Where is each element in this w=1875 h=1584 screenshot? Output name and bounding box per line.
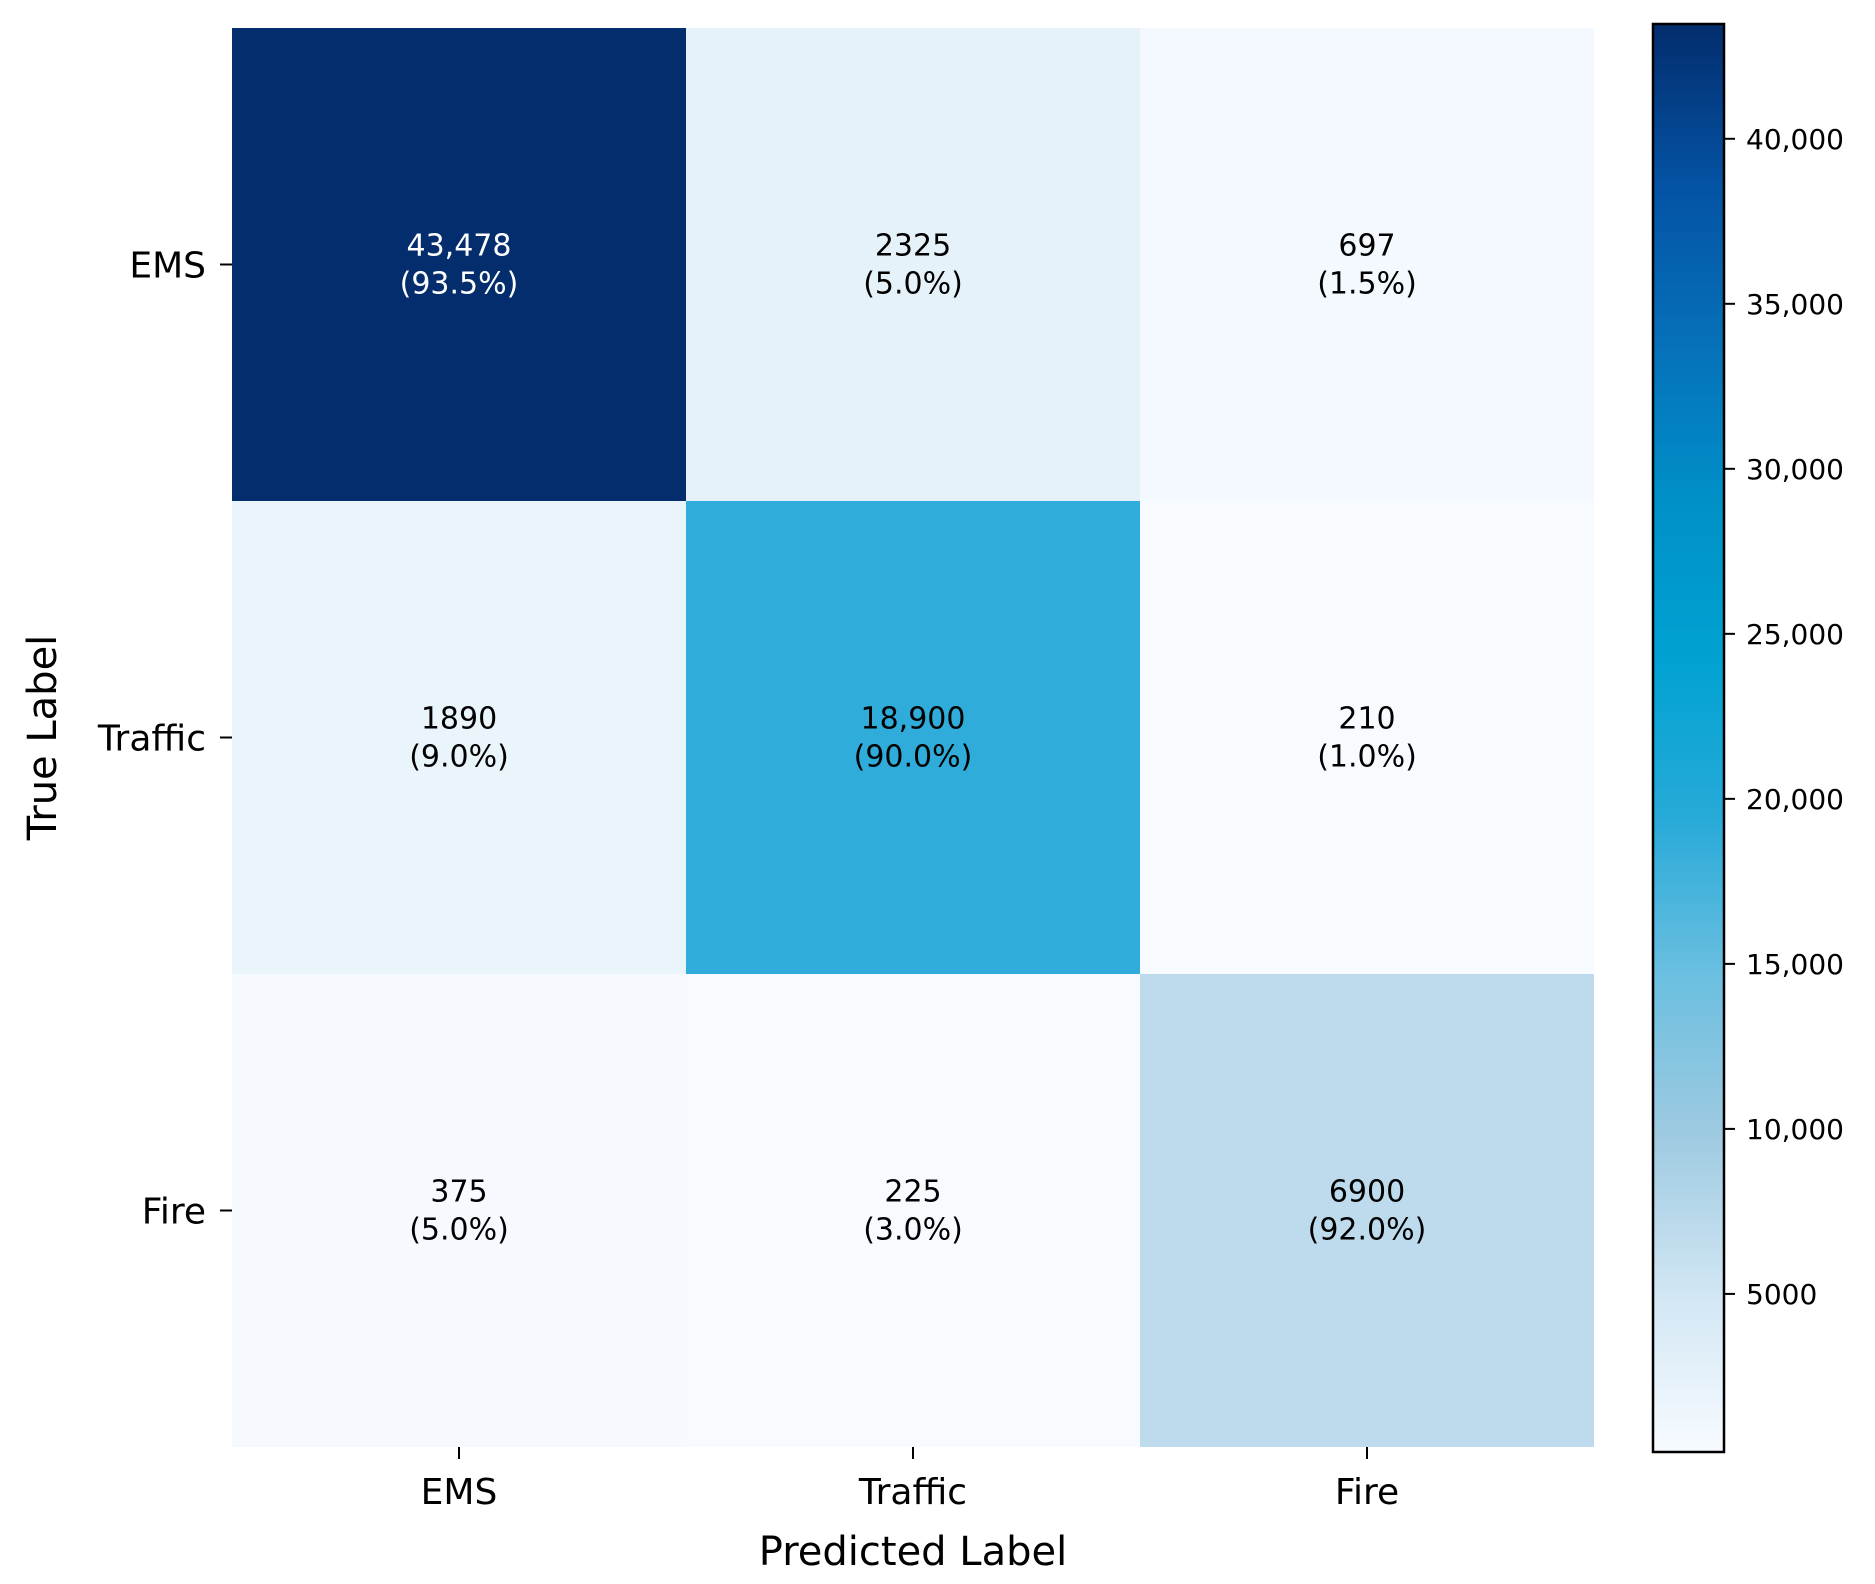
cell-percent-label: (3.0%) [863,1213,963,1248]
x-tick-label: EMS [421,1472,498,1513]
x-axis-title: Predicted Label [759,1529,1067,1575]
cell-percent-label: (1.5%) [1317,267,1417,302]
heatmap-cell [1140,501,1594,974]
cell-percent-label: (1.0%) [1317,740,1417,775]
cell-percent-label: (90.0%) [854,740,973,775]
colorbar-tick-label: 5000 [1746,1278,1817,1311]
cell-count-label: 697 [1338,229,1395,264]
cell-count-label: 6900 [1329,1175,1405,1210]
cell-count-label: 1890 [421,702,497,737]
y-tick-label: Fire [142,1192,206,1233]
heatmap-cell [1140,974,1594,1447]
y-tick-label: Traffic [97,719,206,760]
cell-count-label: 375 [430,1175,487,1210]
cell-count-label: 210 [1338,702,1395,737]
y-axis-title: True Label [20,635,66,842]
x-tick-label: Traffic [858,1472,967,1513]
heatmap-cell [232,28,686,501]
colorbar-tick-label: 35,000 [1746,288,1844,321]
cell-annotations: 43,478(93.5%)2325(5.0%)697(1.5%)1890(9.0… [400,229,1427,1248]
y-tick-label: EMS [129,246,206,287]
colorbar-tick-label: 25,000 [1746,618,1844,651]
colorbar-tick-label: 40,000 [1746,123,1844,156]
colorbar-tick-label: 20,000 [1746,783,1844,816]
heatmap-cell [232,501,686,974]
colorbar: 5000 10,000 15,000 20,000 25,000 30,000 35,000… [1651,22,1844,1454]
cell-count-label: 18,900 [861,702,966,737]
x-tick-label: Fire [1335,1472,1399,1513]
cell-count-label: 43,478 [407,229,512,264]
heatmap-cell [686,501,1140,974]
colorbar-tick-label: 10,000 [1746,1113,1844,1146]
cell-percent-label: (9.0%) [409,740,509,775]
cell-count-label: 2325 [875,229,951,264]
heatmap-cells [232,28,1594,1447]
heatmap-cell [686,974,1140,1447]
heatmap-cell [686,28,1140,501]
axes: EMS Traffic Fire EMS Traffic Fire [97,246,1399,1514]
colorbar-tick-label: 15,000 [1746,948,1844,981]
heatmap-cell [1140,28,1594,501]
cell-percent-label: (5.0%) [863,267,963,302]
cell-percent-label: (93.5%) [400,267,519,302]
cell-percent-label: (5.0%) [409,1213,509,1248]
colorbar-scale [1651,22,1726,1454]
colorbar-tick-label: 30,000 [1746,453,1844,486]
cell-percent-label: (92.0%) [1308,1213,1427,1248]
cell-count-label: 225 [884,1175,941,1210]
heatmap-cell [232,974,686,1447]
